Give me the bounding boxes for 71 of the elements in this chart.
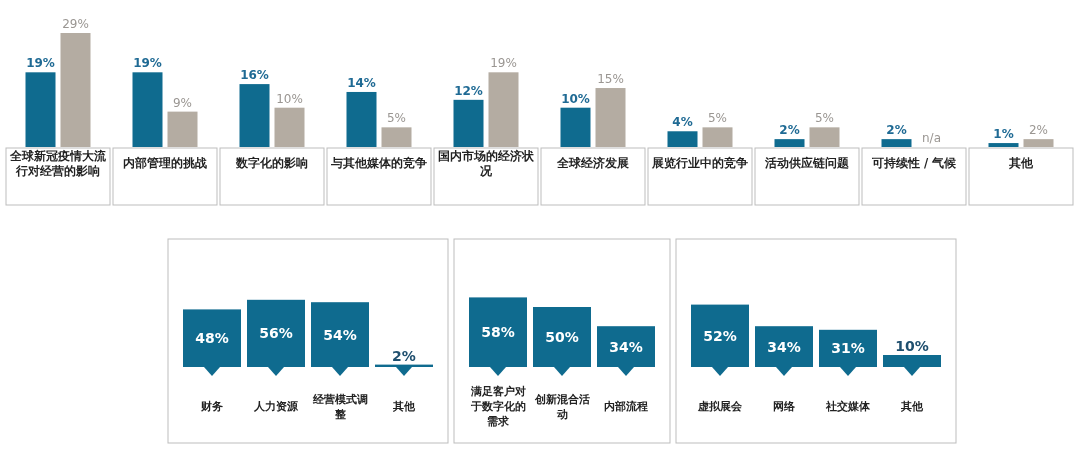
data-label: 34% [609,338,643,355]
data-label: 34% [767,338,801,355]
x-tick-label: 其他 [900,400,924,413]
bar [988,143,1019,147]
bar [595,88,626,147]
data-label: 2% [779,123,800,138]
x-tick-label: 活动供应链问题 [764,156,849,170]
data-label: 19% [133,56,162,71]
x-tick-label: 人力资源 [253,400,299,413]
data-label: 19% [490,56,517,71]
bar [167,111,198,147]
data-label: 58% [481,324,515,341]
bar [667,131,698,147]
bar [381,127,412,147]
data-label: 5% [814,111,835,126]
data-label: 29% [62,17,89,31]
data-label: 19% [26,56,55,71]
x-tick-label: 数字化的影响 [235,156,308,170]
bar [560,107,591,147]
x-tick-label: 与其他媒体的竞争 [330,156,427,170]
bar [25,72,56,147]
bar [60,33,91,147]
bar [1023,139,1054,147]
x-tick-label: 经营模式调整 [311,392,368,421]
bar [346,91,377,147]
x-tick-label: 虚拟展会 [697,400,743,413]
x-tick-label: 国内市场的经济状况 [438,148,535,178]
data-label: 10% [276,91,303,106]
data-label: 2% [886,123,907,138]
data-label: 5% [386,111,407,126]
bar [881,139,912,147]
x-tick-label: 其他 [1008,156,1034,170]
data-label: 31% [831,340,865,357]
x-tick-label: 全球经济发展 [556,156,629,170]
data-label: 54% [323,326,357,343]
data-label: 2% [1028,123,1049,138]
x-tick-label: 展览行业中的竞争 [651,156,748,170]
data-label: 10% [895,338,929,354]
data-label: 48% [195,330,229,347]
x-tick-label: 内部管理的挑战 [123,156,207,170]
x-tick-label: 网络 [773,400,796,413]
text: n/a [921,131,942,145]
x-tick-label: 满足客户对于数字化的需求 [469,385,526,428]
x-tick-label: 财务 [200,400,223,413]
x-tick-label: 创新混合活动 [533,392,590,421]
bar [774,139,805,147]
data-label: 14% [347,75,376,90]
bar [453,99,484,147]
bar [132,72,163,147]
x-tick-label: 内部流程 [604,400,648,413]
data-label: 5% [707,111,728,126]
bar [239,84,270,147]
data-label: 50% [545,329,579,345]
x-tick-label: 社交媒体 [825,400,871,413]
data-label: 12% [454,83,483,98]
data-label: 52% [703,327,737,344]
bar [488,72,519,147]
data-label: 10% [561,91,590,106]
data-label: 15% [597,72,624,87]
bar [702,127,733,147]
x-tick-label: 全球新冠疫情大流行对经营的影响 [9,148,107,178]
x-tick-label: 其他 [392,400,416,413]
data-label: 1% [993,127,1014,142]
data-label: 9% [172,95,193,110]
data-label: 56% [259,325,293,342]
bar [809,127,840,147]
x-tick-label: 可持续性 / 气候 [870,156,958,170]
bar [274,107,305,147]
data-label: 16% [240,68,269,83]
data-label: 2% [392,347,416,364]
data-label: 4% [672,115,693,130]
